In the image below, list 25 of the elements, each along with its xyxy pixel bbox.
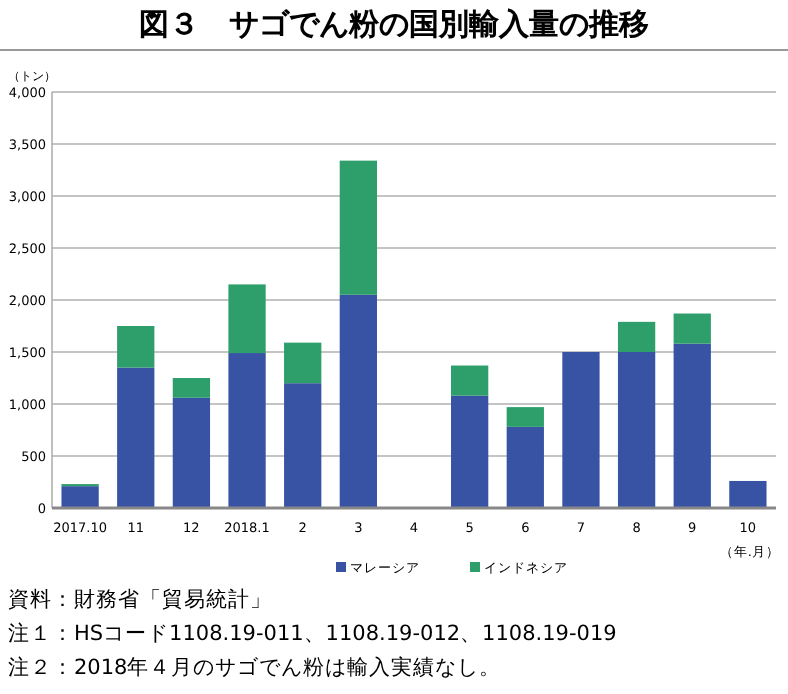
bar xyxy=(617,352,656,508)
bar xyxy=(117,367,155,508)
bar xyxy=(339,294,377,508)
bar xyxy=(562,352,600,508)
bar xyxy=(172,397,211,508)
chart-title: 図３ サゴでん粉の国別輸入量の推移 xyxy=(139,6,649,42)
bar xyxy=(284,342,322,384)
bar xyxy=(228,353,266,508)
bar xyxy=(451,395,489,508)
bar xyxy=(61,486,99,508)
text: 注２：2018年４月のサゴでん粉は輸入実績なし。 xyxy=(8,654,502,680)
bar xyxy=(172,378,211,398)
bar xyxy=(506,426,544,508)
bar xyxy=(451,365,489,396)
bar xyxy=(284,383,322,508)
bar xyxy=(117,326,155,368)
bar xyxy=(617,321,656,352)
text: 資料：財務省「貿易統計」 xyxy=(8,586,272,612)
bar xyxy=(506,407,544,427)
bar xyxy=(729,480,767,508)
bar xyxy=(339,160,377,295)
text: 注１：HSコード1108.19-011、1108.19-012、1108.19-019 xyxy=(8,620,617,646)
bar xyxy=(673,313,711,344)
bar xyxy=(673,343,711,508)
bar xyxy=(228,284,266,354)
